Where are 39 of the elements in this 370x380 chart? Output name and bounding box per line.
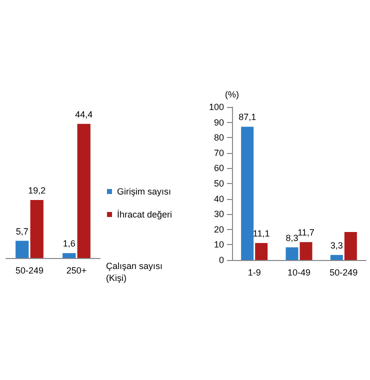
bar <box>77 124 90 258</box>
y-tick-label: 100 <box>208 102 224 112</box>
y-tick-label: 70 <box>214 148 224 158</box>
x-tick-label: 250+ <box>66 266 87 276</box>
bar <box>16 240 29 258</box>
data-label: 3,3 <box>330 240 343 250</box>
bar <box>255 243 268 260</box>
bar <box>286 247 298 260</box>
data-label: 87,1 <box>238 112 256 122</box>
y-tick-label: 40 <box>214 194 224 204</box>
data-label: 19,2 <box>28 186 46 196</box>
data-label: 1,6 <box>62 238 76 249</box>
bar <box>30 200 44 258</box>
y-tick-label: 50 <box>214 178 224 188</box>
bar <box>300 242 312 260</box>
y-tick-label: 0 <box>218 255 224 265</box>
y-tick-label: 90 <box>214 117 224 128</box>
bar <box>241 126 254 260</box>
legend-label: Girişim sayısı <box>117 186 171 196</box>
data-label: 11,7 <box>298 228 314 238</box>
legend-label: İhracat değeri <box>117 210 172 220</box>
bar <box>344 232 357 260</box>
data-label: 5,7 <box>16 226 28 236</box>
x-tick-label: 50-249 <box>330 268 358 278</box>
bar <box>330 254 343 260</box>
y-tick-label: 80 <box>214 132 224 143</box>
data-label: 11,1 <box>252 228 270 239</box>
y-tick-label: 10 <box>214 240 224 250</box>
data-label: 44,4 <box>75 109 93 120</box>
data-label: 8,3 <box>286 232 298 243</box>
y-axis-title: (%) <box>225 90 239 100</box>
x-axis-title: Çalışan sayısı (Kişi) <box>106 261 163 283</box>
x-tick-label: 1-9 <box>248 268 261 278</box>
x-tick-label: 50-249 <box>15 266 44 276</box>
x-tick-label: 10-49 <box>287 268 311 278</box>
y-tick-label: 20 <box>214 224 224 234</box>
y-tick-label: 30 <box>214 209 224 220</box>
y-tick-label: 60 <box>214 163 224 174</box>
bar <box>62 253 76 258</box>
